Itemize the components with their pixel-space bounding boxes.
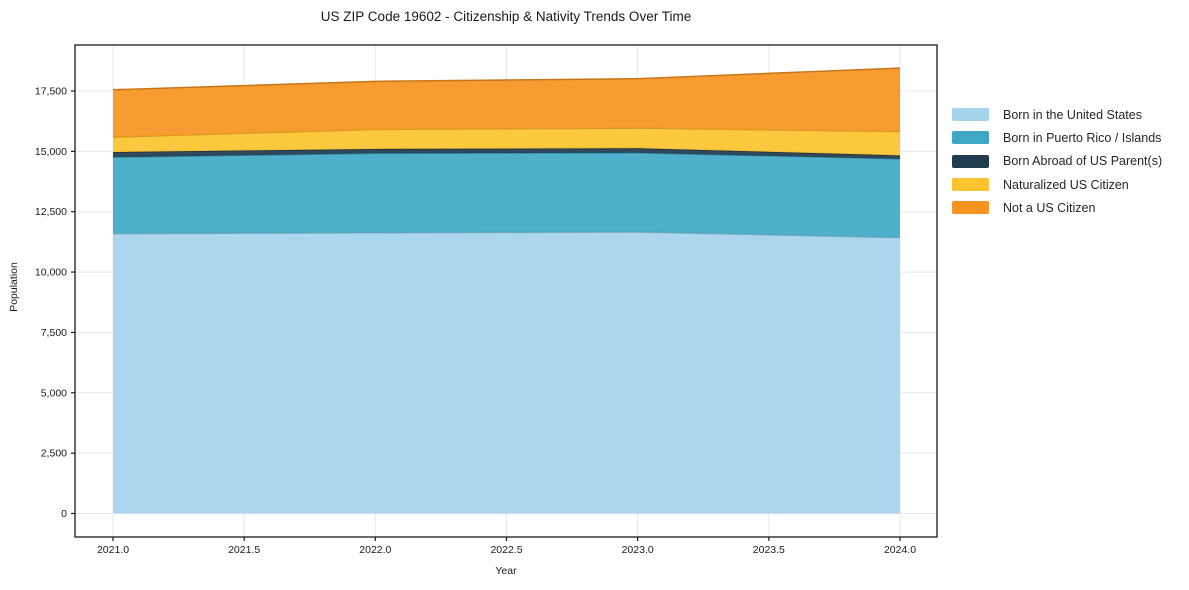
y-tick-label: 12,500 bbox=[35, 206, 67, 218]
x-tick-label: 2021.0 bbox=[97, 544, 129, 556]
y-tick-label: 10,000 bbox=[35, 267, 67, 279]
x-tick-label: 2022.5 bbox=[490, 544, 522, 556]
y-axis-label: Population bbox=[8, 262, 20, 312]
area-band bbox=[113, 148, 900, 159]
y-tick-label: 7,500 bbox=[41, 327, 67, 339]
legend-item: Not a US Citizen bbox=[952, 196, 1162, 219]
legend-item: Naturalized US Citizen bbox=[952, 173, 1162, 196]
legend-item: Born Abroad of US Parent(s) bbox=[952, 150, 1162, 173]
legend: Born in the United States Born in Puerto… bbox=[952, 103, 1162, 219]
y-tick-label: 5,000 bbox=[41, 387, 67, 399]
legend-label: Born Abroad of US Parent(s) bbox=[1003, 154, 1163, 169]
chart-title: US ZIP Code 19602 - Citizenship & Nativi… bbox=[320, 9, 692, 24]
area-band bbox=[113, 68, 900, 138]
area-edge bbox=[112, 67, 901, 91]
legend-swatch bbox=[952, 108, 989, 122]
legend-swatch bbox=[952, 131, 989, 145]
area-band bbox=[113, 231, 900, 514]
legend-item: Born in Puerto Rico / Islands bbox=[952, 126, 1162, 149]
y-tick-label: 0 bbox=[61, 508, 67, 520]
x-tick-label: 2021.5 bbox=[228, 544, 260, 556]
legend-swatch bbox=[952, 178, 989, 192]
y-tick-label: 17,500 bbox=[35, 86, 67, 98]
y-tick-label: 2,500 bbox=[41, 448, 67, 460]
legend-label: Naturalized US Citizen bbox=[1003, 177, 1129, 192]
area-band bbox=[113, 152, 900, 238]
legend-swatch bbox=[952, 154, 989, 168]
legend-label: Born in the United States bbox=[1003, 107, 1142, 122]
legend-item: Born in the United States bbox=[952, 103, 1162, 126]
x-tick-label: 2023.5 bbox=[753, 544, 785, 556]
area-band bbox=[113, 128, 900, 156]
y-tick-label: 15,000 bbox=[35, 146, 67, 158]
x-tick-label: 2022.0 bbox=[359, 544, 391, 556]
legend-label: Not a US Citizen bbox=[1003, 200, 1096, 215]
x-axis-label: Year bbox=[495, 565, 517, 577]
legend-label: Born in Puerto Rico / Islands bbox=[1003, 130, 1162, 145]
x-tick-label: 2024.0 bbox=[884, 544, 916, 556]
legend-swatch bbox=[952, 201, 989, 215]
x-tick-label: 2023.0 bbox=[622, 544, 654, 556]
